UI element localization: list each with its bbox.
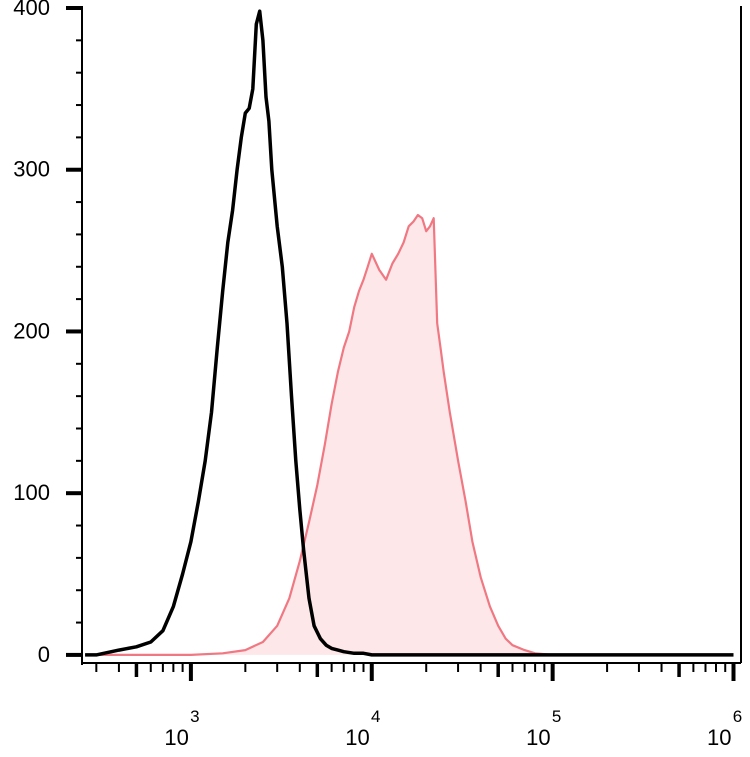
x-tick-label: 106: [707, 707, 742, 750]
x-tick-label: 103: [164, 707, 199, 750]
x-tick-exponent: 3: [190, 707, 199, 726]
x-tick-label: 104: [345, 707, 380, 750]
y-tick-label: 400: [13, 0, 50, 20]
series-0-line: [85, 9, 734, 657]
series-1-line: [85, 213, 734, 656]
x-tick-exponent: 6: [733, 707, 742, 726]
y-tick-label: 200: [13, 318, 50, 343]
x-tick-base: 10: [526, 725, 550, 750]
series-1-area: [85, 215, 734, 655]
x-tick-base: 10: [164, 725, 188, 750]
y-tick-label: 0: [38, 642, 50, 667]
x-tick-label: 105: [526, 707, 561, 750]
x-tick-exponent: 4: [371, 707, 380, 726]
y-tick-label: 300: [13, 157, 50, 182]
y-tick-label: 100: [13, 480, 50, 505]
x-tick-exponent: 5: [552, 707, 561, 726]
x-tick-base: 10: [345, 725, 369, 750]
x-tick-base: 10: [707, 725, 731, 750]
